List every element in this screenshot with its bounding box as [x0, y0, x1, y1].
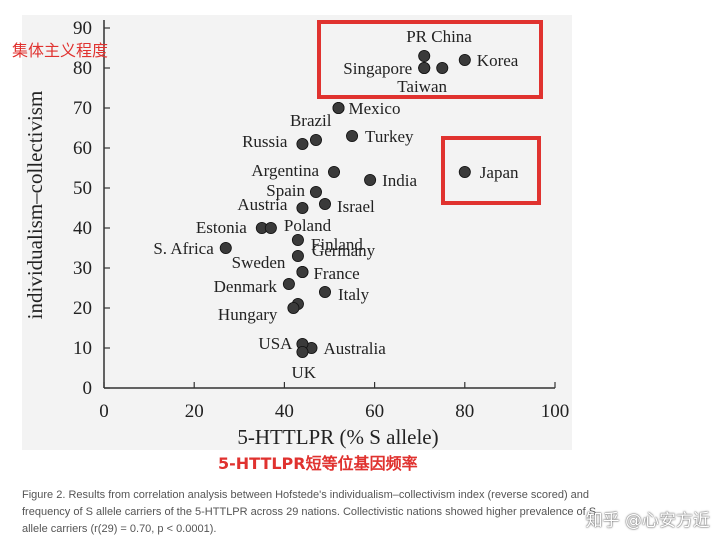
point-label: Sweden	[232, 253, 286, 272]
data-point	[458, 54, 471, 67]
y-tick-label: 0	[83, 378, 93, 399]
point-label: France	[313, 264, 359, 283]
point-label: Hungary	[218, 305, 278, 324]
point-label: Israel	[337, 197, 375, 216]
x-tick-label: 80	[455, 401, 474, 422]
point-label: Japan	[480, 163, 519, 182]
point-label: Italy	[338, 285, 370, 304]
point-label: India	[382, 171, 417, 190]
data-point	[436, 62, 449, 75]
data-point	[346, 129, 359, 142]
point-label: Spain	[266, 181, 305, 200]
data-point	[309, 185, 322, 198]
data-point	[332, 102, 345, 115]
data-point	[287, 301, 300, 314]
data-point	[264, 221, 277, 234]
point-label: Singapore	[343, 59, 412, 78]
y-tick-label: 20	[73, 298, 92, 319]
y-tick-label: 80	[73, 58, 92, 79]
y-tick-label: 70	[73, 98, 92, 119]
point-label: Austria	[237, 195, 288, 214]
japan-highlight	[441, 136, 541, 205]
point-label: Denmark	[214, 277, 278, 296]
data-point	[318, 285, 331, 298]
data-point	[309, 133, 322, 146]
point-label: PR China	[406, 27, 472, 46]
data-point	[282, 277, 295, 290]
x-axis-label: 5-HTTLPR (% S allele)	[237, 425, 438, 449]
data-point	[418, 50, 431, 63]
tick-labels: 0 10 20 30 40 50 60 70 80 90 0 20 40 60 80 100	[73, 18, 569, 422]
point-label: Estonia	[196, 218, 247, 237]
data-point	[458, 165, 471, 178]
point-label: UK	[291, 363, 316, 382]
data-point	[418, 62, 431, 75]
point-labels: PR China Singapore Korea Taiwan Mexico Brazil…	[153, 27, 519, 382]
data-point	[318, 197, 331, 210]
scatter-chart: 0 10 20 30 40 50 60 70 80 90 0 20 40 60 80 100 PR China…	[12, 15, 572, 473]
data-point	[364, 173, 377, 186]
point-label: Poland	[284, 216, 332, 235]
allele-annotation: 5-HTTLPR短等位基因频率	[218, 454, 418, 473]
x-tick-label: 100	[541, 401, 570, 422]
y-axis-label: individualism–collectivism	[23, 91, 47, 320]
data-point	[296, 201, 309, 214]
y-tick-label: 10	[73, 338, 92, 359]
point-label: Korea	[477, 51, 519, 70]
point-label: USA	[258, 334, 293, 353]
watermark: 知乎 @心安方近	[585, 511, 710, 531]
data-point	[296, 265, 309, 278]
point-label: Russia	[242, 132, 288, 151]
x-tick-label: 60	[365, 401, 384, 422]
point-label: Taiwan	[397, 77, 447, 96]
point-label: Argentina	[251, 161, 319, 180]
point-label: S. Africa	[153, 239, 214, 258]
x-tick-label: 20	[185, 401, 204, 422]
y-tick-label: 60	[73, 138, 92, 159]
y-tick-label: 40	[73, 218, 92, 239]
point-label: Finland	[311, 235, 363, 254]
x-tick-label: 0	[99, 401, 109, 422]
x-tick-label: 40	[275, 401, 294, 422]
caption-line: frequency of S allele carriers of the 5-…	[22, 506, 597, 518]
axes	[103, 20, 556, 389]
y-tick-label: 90	[73, 18, 92, 39]
point-label: Germany	[312, 241, 376, 260]
data-point	[291, 233, 304, 246]
caption-line: allele carriers (r(29) = 0.70, p < 0.000…	[22, 523, 217, 535]
point-label: Turkey	[365, 127, 414, 146]
point-label: Brazil	[290, 111, 332, 130]
point-label: Australia	[323, 339, 386, 358]
data-point	[296, 345, 309, 358]
y-tick-label: 30	[73, 258, 92, 279]
data-point	[291, 249, 304, 262]
figure-caption: Figure 2. Results from correlation analy…	[22, 487, 712, 538]
china-group-highlight	[317, 20, 543, 99]
data-point	[296, 137, 309, 150]
data-point	[219, 241, 232, 254]
point-label: Mexico	[349, 99, 401, 118]
data-points	[219, 50, 471, 358]
figure-background	[22, 15, 572, 450]
collectivism-annotation: 集体主义程度	[12, 41, 108, 60]
y-tick-label: 50	[73, 178, 92, 199]
data-point	[328, 165, 341, 178]
caption-line: Figure 2. Results from correlation analy…	[22, 489, 590, 501]
